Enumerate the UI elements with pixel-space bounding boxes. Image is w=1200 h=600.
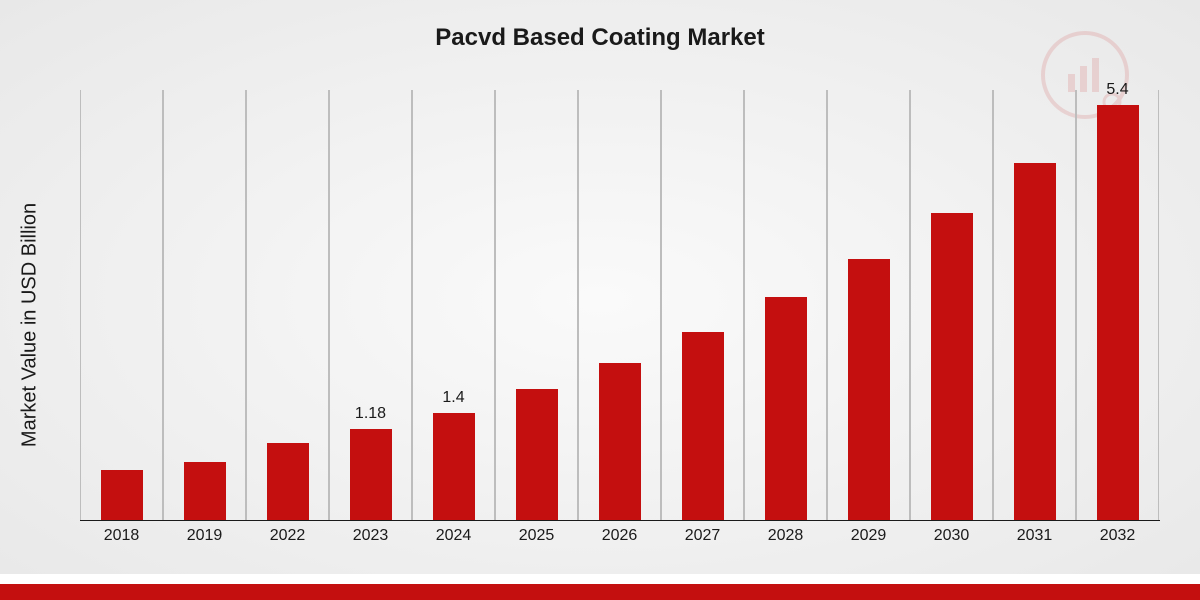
- x-tick-label: 2030: [934, 527, 970, 545]
- bar: [267, 443, 309, 520]
- bar: [682, 332, 724, 520]
- bar: [516, 389, 558, 520]
- x-tick-label: 2028: [768, 527, 804, 545]
- chart-title: Pacvd Based Coating Market: [0, 0, 1200, 52]
- x-tick-label: 2019: [187, 527, 223, 545]
- x-tick-label: 2022: [270, 527, 306, 545]
- x-tick-label: 2024: [436, 527, 472, 545]
- bar-value-label: 1.18: [355, 405, 386, 423]
- bar-value-label: 5.4: [1106, 81, 1128, 99]
- bar: [848, 259, 890, 520]
- x-axis: 2018 2019 2022 2023 2024 2025 2026 2027 2028 2029…: [80, 520, 1160, 560]
- x-tick-label: 2031: [1017, 527, 1053, 545]
- bar: [931, 213, 973, 520]
- x-tick-label: 2026: [602, 527, 638, 545]
- bar: [599, 363, 641, 520]
- bar-value-label: 1.4: [442, 389, 464, 407]
- footer-stripe: [0, 582, 1200, 600]
- chart-container: Market Value in USD Billion 1.181.45.4 2…: [40, 90, 1160, 560]
- x-tick-label: 2025: [519, 527, 555, 545]
- bar: [433, 413, 475, 521]
- x-tick-label: 2029: [851, 527, 887, 545]
- x-tick-label: 2018: [104, 527, 140, 545]
- x-tick-label: 2032: [1100, 527, 1136, 545]
- x-tick-label: 2023: [353, 527, 389, 545]
- bar: [101, 470, 143, 520]
- bar: [184, 462, 226, 520]
- bar: [1097, 105, 1139, 520]
- footer-separator: [0, 574, 1200, 582]
- bar: [350, 429, 392, 520]
- y-axis-label: Market Value in USD Billion: [19, 203, 42, 447]
- bar: [765, 297, 807, 520]
- plot-area: 1.181.45.4: [80, 90, 1160, 520]
- bar: [1014, 163, 1056, 520]
- x-tick-label: 2027: [685, 527, 721, 545]
